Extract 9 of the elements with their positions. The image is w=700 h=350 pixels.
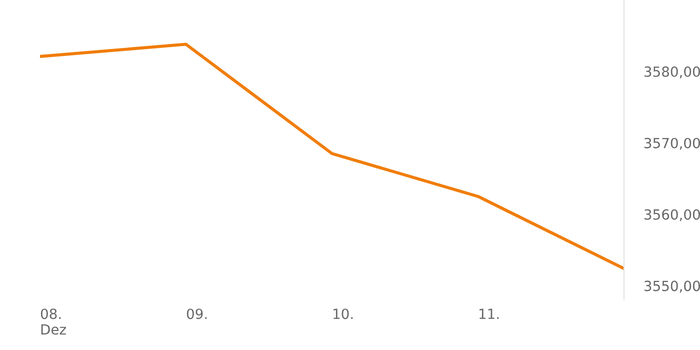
y-tick-label: 3570,00	[644, 138, 700, 150]
x-tick-label: 11.	[480, 308, 499, 319]
line-series	[40, 42, 624, 270]
y-tick-label: 3560,00	[644, 209, 700, 222]
x-tick-label: 08. Dez	[40, 308, 66, 335]
x-tick-label: 10.	[334, 308, 353, 320]
y-tick-label: 3580,00	[644, 66, 700, 78]
x-tick-label: 09.	[186, 308, 207, 320]
y-tick-label: 3550,00	[644, 280, 700, 293]
